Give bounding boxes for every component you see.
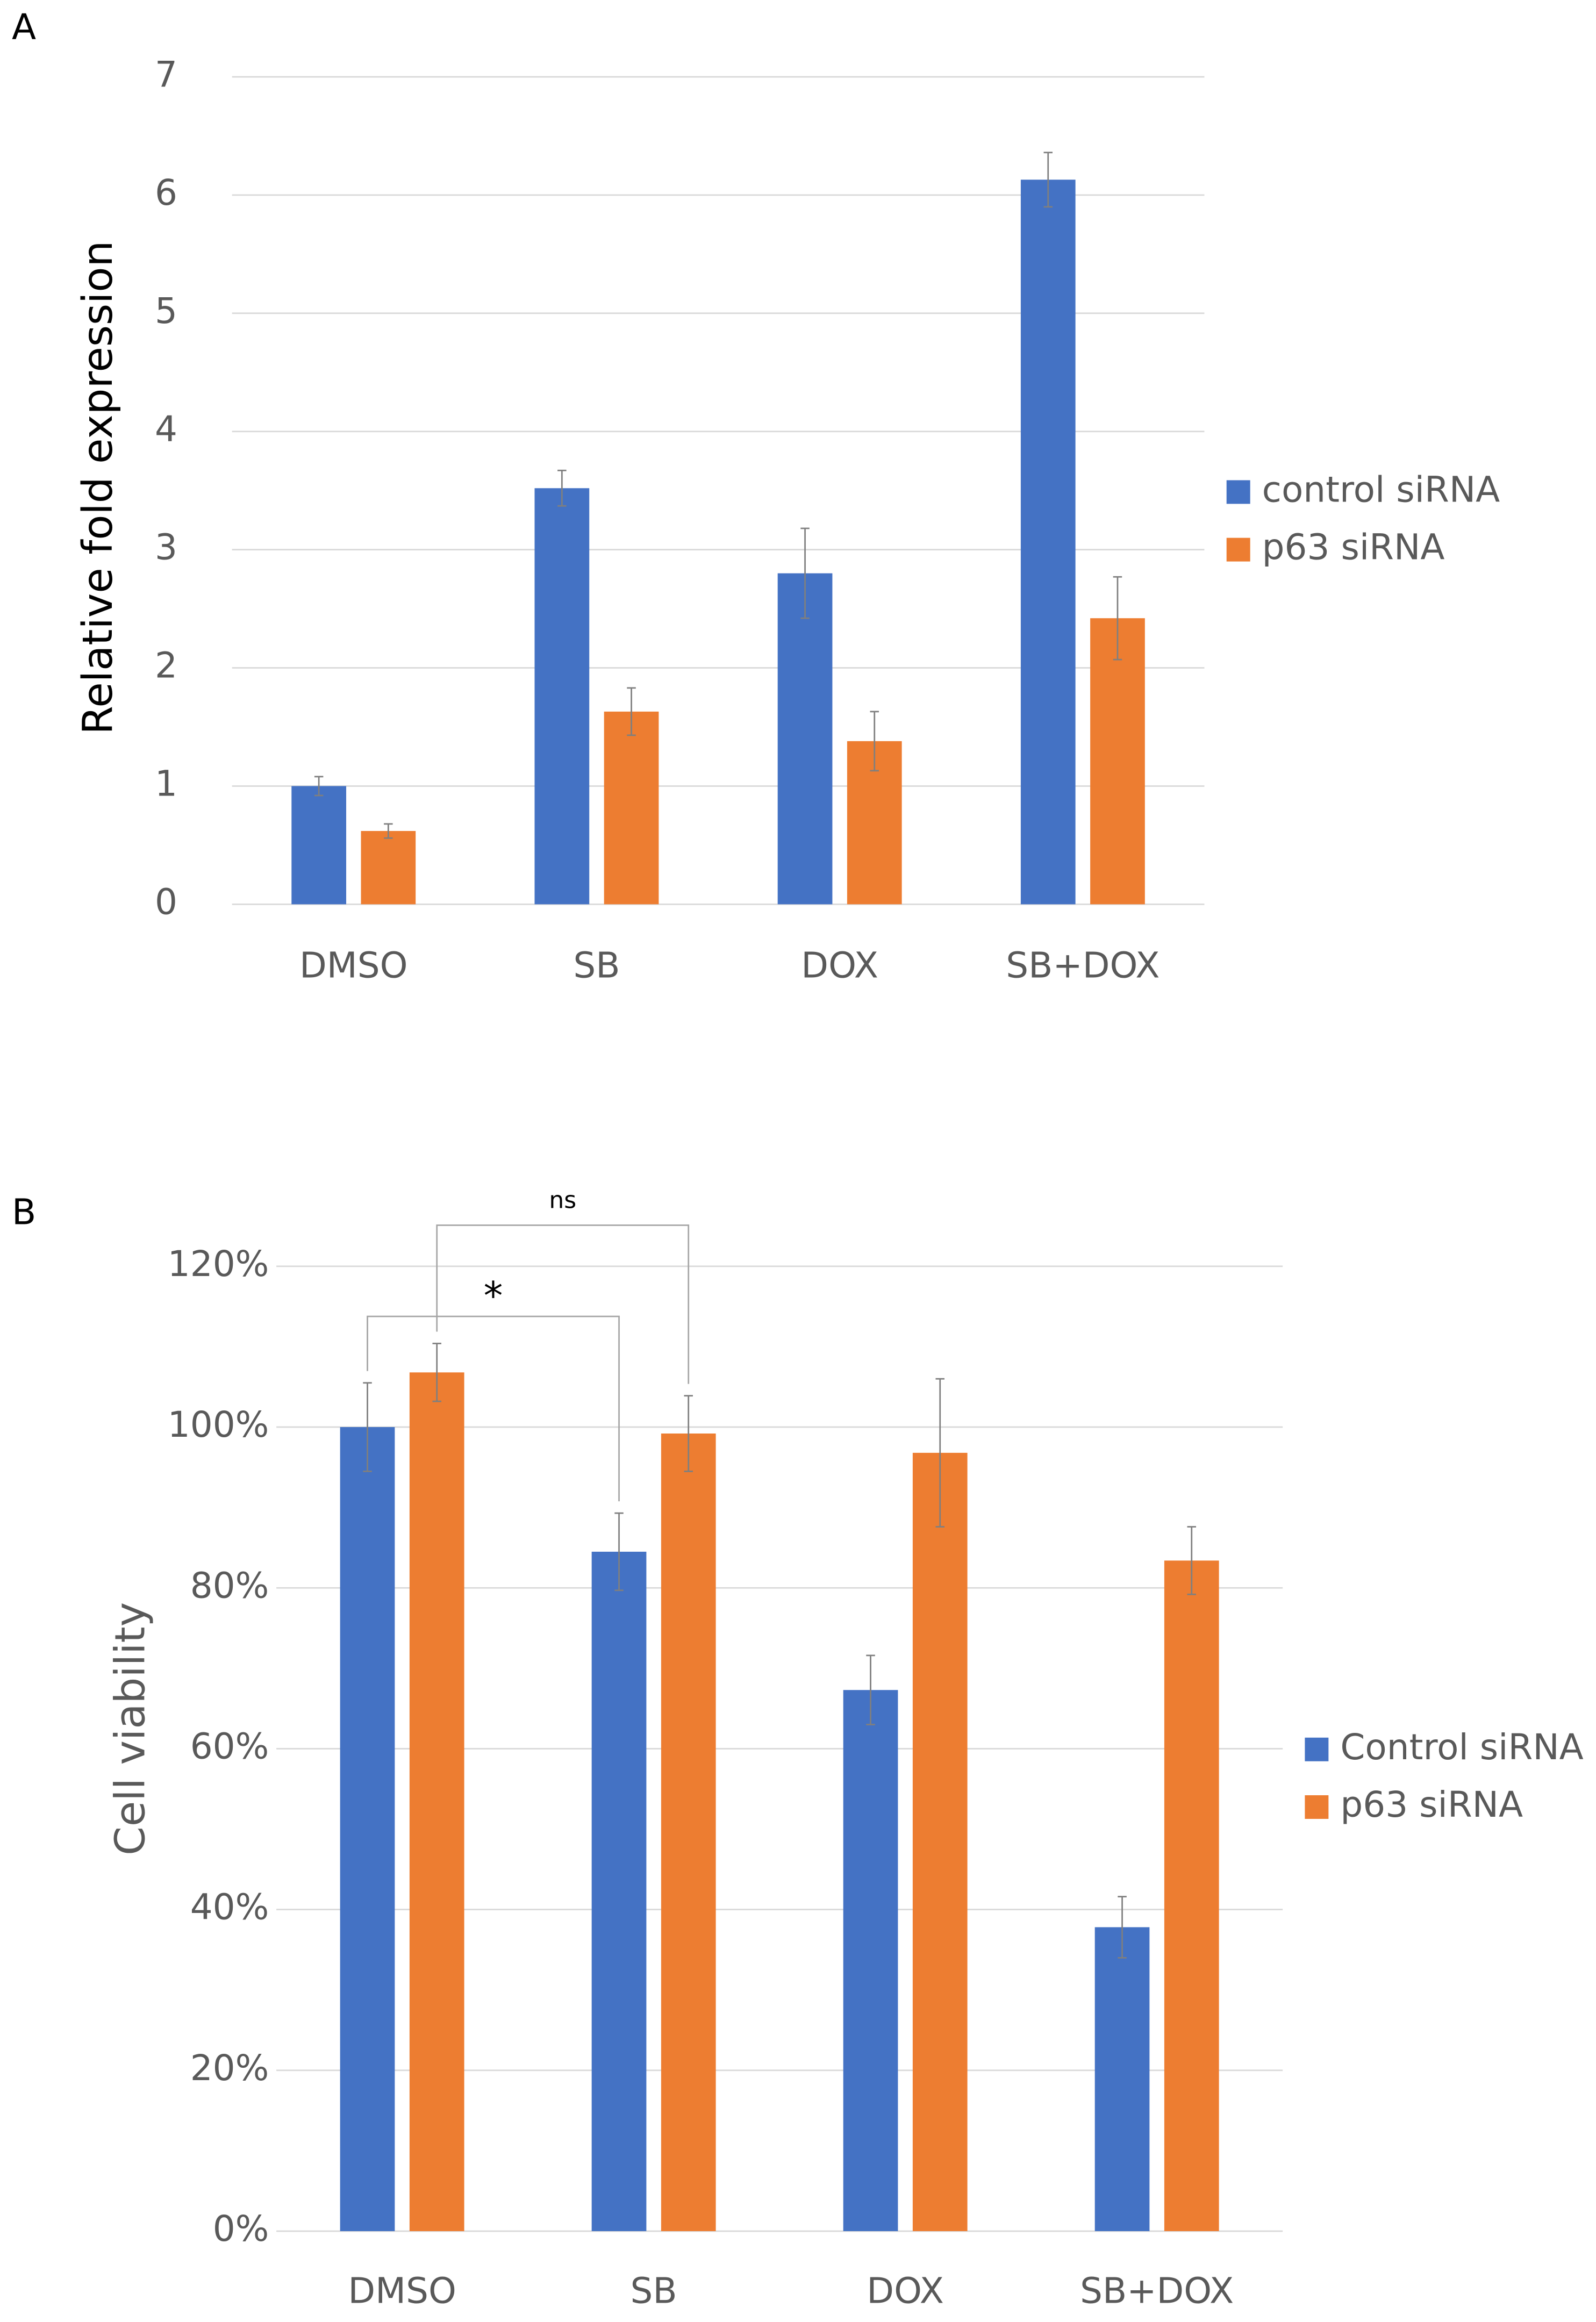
significance-bracket <box>367 1315 620 1502</box>
y-tick-label: 7 <box>155 54 177 95</box>
legend-swatch <box>1305 1795 1329 1819</box>
annotation: * <box>484 1274 503 1318</box>
bar <box>912 1452 968 2231</box>
y-tick-label: 1 <box>155 763 177 805</box>
bar <box>1090 618 1145 905</box>
bar <box>291 786 347 905</box>
bar <box>1164 1560 1219 2231</box>
panel-label: A <box>12 6 36 48</box>
x-tick-label: DOX <box>867 2270 944 2311</box>
bar <box>777 573 833 905</box>
panel-label: B <box>12 1192 36 1233</box>
x-tick-label: SB+DOX <box>1006 945 1160 986</box>
x-tick-label: DOX <box>801 945 878 986</box>
y-tick-label: 4 <box>155 408 177 450</box>
bar <box>604 711 659 905</box>
y-tick-label: 0% <box>213 2208 269 2249</box>
legend-label: Control siRNA <box>1340 1726 1583 1768</box>
bar <box>340 1427 395 2231</box>
legend-label: p63 siRNA <box>1262 527 1445 568</box>
bar <box>1020 180 1076 905</box>
y-axis-label: Relative fold expression <box>74 241 122 735</box>
legend-label: control siRNA <box>1262 469 1500 510</box>
bar <box>843 1690 898 2231</box>
bar <box>1094 1927 1150 2231</box>
x-tick-label: SB <box>573 945 620 986</box>
y-tick-label: 40% <box>190 1887 269 1928</box>
y-tick-label: 100% <box>168 1404 269 1445</box>
legend-swatch <box>1226 480 1250 504</box>
y-tick-label: 60% <box>190 1725 269 1767</box>
y-tick-label: 6 <box>155 172 177 213</box>
y-tick-label: 80% <box>190 1565 269 1606</box>
annotation: ns <box>549 1187 576 1214</box>
y-tick-label: 3 <box>155 527 177 568</box>
y-tick-label: 2 <box>155 645 177 686</box>
y-tick-label: 20% <box>190 2047 269 2089</box>
bar <box>361 831 416 905</box>
y-tick-label: 120% <box>168 1243 269 1285</box>
x-tick-label: DMSO <box>299 945 408 986</box>
significance-bracket <box>436 1224 690 1384</box>
x-tick-label: SB <box>631 2270 677 2311</box>
bar <box>534 488 590 905</box>
legend-swatch <box>1226 538 1250 562</box>
y-tick-label: 5 <box>155 290 177 332</box>
x-tick-label: SB+DOX <box>1080 2270 1234 2311</box>
bar <box>409 1372 464 2231</box>
x-tick-label: DMSO <box>348 2270 456 2311</box>
bar <box>591 1551 647 2231</box>
legend-swatch <box>1305 1737 1329 1761</box>
y-axis-label: Cell viability <box>106 1602 154 1855</box>
bar <box>661 1434 716 2231</box>
y-tick-label: 0 <box>155 881 177 922</box>
legend-label: p63 siRNA <box>1340 1784 1523 1825</box>
